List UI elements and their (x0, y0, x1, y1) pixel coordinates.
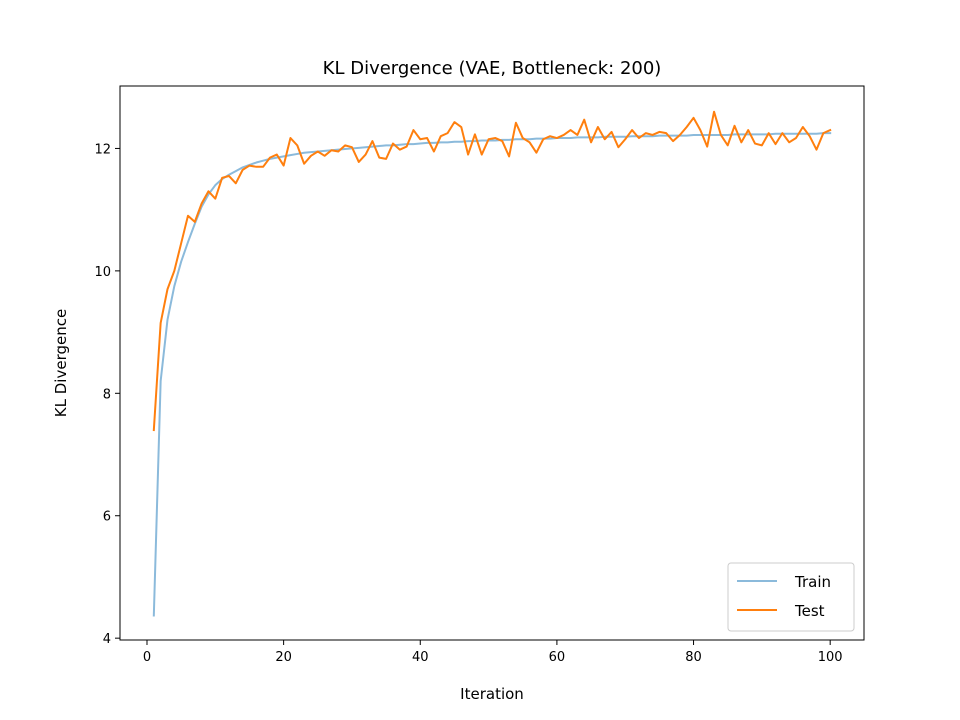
chart-title: KL Divergence (VAE, Bottleneck: 200) (323, 58, 662, 79)
x-tick-label: 40 (412, 650, 429, 665)
y-tick-label: 10 (94, 265, 111, 280)
legend: Train Test (727, 562, 855, 632)
y-tick-label: 4 (103, 632, 111, 647)
legend-label-test: Test (794, 602, 825, 620)
y-tick-label: 12 (94, 142, 111, 157)
plot-frame (119, 85, 865, 641)
plot-area (120, 86, 864, 640)
series-layer (152, 110, 832, 617)
x-tick-label: 100 (818, 650, 843, 665)
y-tick-label: 8 (103, 387, 111, 402)
y-axis-label: KL Divergence (52, 309, 70, 417)
legend-box (727, 562, 855, 632)
x-axis-label: Iteration (460, 685, 524, 703)
x-tick-label: 0 (143, 650, 151, 665)
x-tick-label: 80 (685, 650, 702, 665)
x-tick-label: 60 (549, 650, 566, 665)
legend-label-train: Train (794, 573, 831, 591)
x-axis-ticks: 0 20 40 60 80 100 (143, 640, 843, 665)
y-tick-label: 6 (103, 510, 111, 525)
series-line-test (152, 110, 832, 432)
y-axis-ticks: 4 6 8 10 12 (94, 142, 120, 647)
series-line-train (152, 132, 832, 617)
x-tick-label: 20 (275, 650, 292, 665)
